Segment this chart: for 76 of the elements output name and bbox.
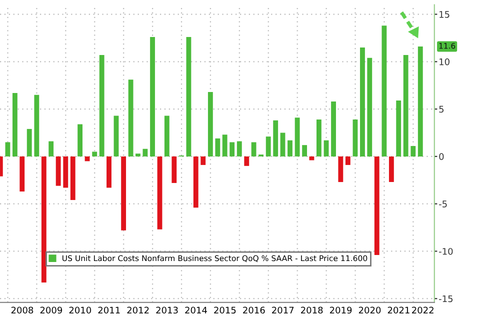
bar <box>48 141 54 156</box>
bar <box>172 156 177 183</box>
bar <box>128 80 134 156</box>
bar <box>12 92 18 156</box>
bar <box>114 116 119 156</box>
bar <box>157 156 162 230</box>
bar <box>266 136 271 156</box>
bar <box>200 156 206 165</box>
bar <box>251 142 256 156</box>
x-tick-label: 2017 <box>272 306 294 314</box>
y-tick-label: 10 <box>440 58 450 66</box>
y-tick-label: 5 <box>439 106 444 113</box>
x-tick-label: 2010 <box>69 306 92 314</box>
x-tick-label: 2021 <box>388 306 410 314</box>
bar <box>236 141 242 156</box>
bar <box>280 132 286 156</box>
bar <box>382 26 387 156</box>
bar <box>142 148 148 156</box>
y-tick-label: -5 <box>439 200 447 208</box>
y-tick-label: 15 <box>440 11 450 18</box>
x-tick-label: 2015 <box>214 306 236 314</box>
bar <box>135 154 140 156</box>
bar <box>63 156 68 188</box>
bar <box>374 156 380 256</box>
bar <box>99 55 104 156</box>
bar <box>230 142 235 156</box>
bar <box>288 140 292 156</box>
bar <box>34 94 40 156</box>
bar <box>208 92 213 156</box>
bar <box>193 156 198 208</box>
bar <box>70 156 76 200</box>
bar <box>388 156 394 182</box>
bar <box>56 156 61 186</box>
x-tick-label: 2020 <box>358 306 381 314</box>
bar <box>5 142 10 156</box>
x-tick-label: 2016 <box>243 306 265 314</box>
bar <box>244 156 250 166</box>
bar <box>418 46 423 156</box>
bar <box>78 124 82 156</box>
x-tick-label: 2011 <box>98 306 120 314</box>
bar <box>324 140 329 156</box>
bar <box>273 120 278 156</box>
x-tick-label: 2012 <box>127 306 149 314</box>
bar <box>26 128 32 156</box>
bar <box>186 37 192 156</box>
bar <box>150 37 155 156</box>
bar <box>338 156 344 182</box>
bar <box>20 156 25 192</box>
x-tick-label: 2008 <box>11 306 34 314</box>
bar <box>41 156 46 282</box>
bar <box>331 101 336 156</box>
y-tick-label: -10 <box>439 248 453 255</box>
bar <box>360 47 365 156</box>
bar <box>345 156 350 165</box>
bar <box>316 119 322 156</box>
bar <box>367 58 372 156</box>
bar <box>410 146 416 156</box>
bar <box>302 145 308 156</box>
bar <box>222 134 228 156</box>
x-tick-label: 2014 <box>185 306 207 314</box>
bar <box>92 152 98 156</box>
bar <box>352 119 358 156</box>
x-tick-label: 2019 <box>330 306 352 314</box>
bar <box>164 116 170 156</box>
x-tick-label: 2009 <box>40 306 62 314</box>
bar <box>121 156 126 230</box>
x-tick-label: 2018 <box>301 306 323 314</box>
y-tick-label: -15 <box>439 295 453 302</box>
y-tick-label: 0 <box>439 153 444 160</box>
bar <box>396 100 402 156</box>
x-tick-label: 2013 <box>156 306 178 314</box>
bar <box>215 138 220 156</box>
bar <box>294 118 300 156</box>
bar <box>403 55 408 156</box>
x-tick-label: 2022 <box>412 306 434 314</box>
bar <box>106 156 112 188</box>
